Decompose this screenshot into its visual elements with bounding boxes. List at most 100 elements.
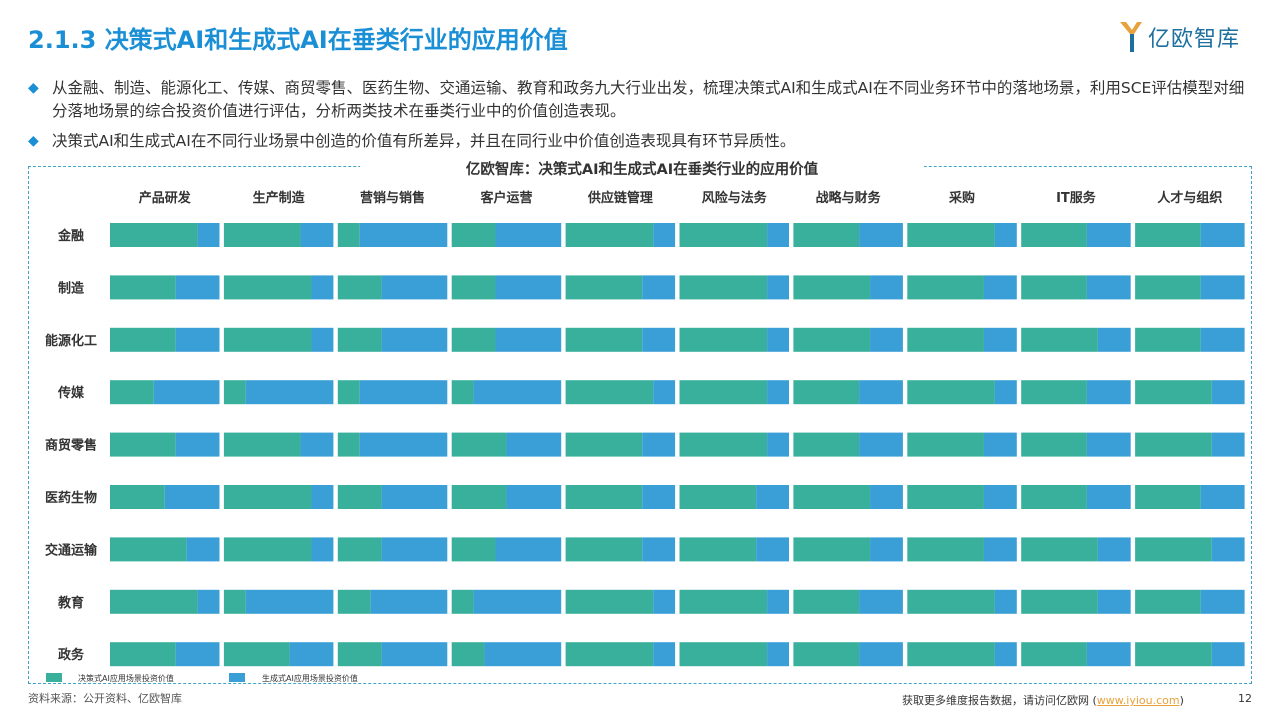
- bar-segment-decision: [451, 537, 496, 562]
- bar-segment-generative: [1086, 275, 1131, 300]
- bar-segment-decision: [1135, 223, 1201, 247]
- bar-segment-generative: [359, 432, 448, 457]
- bar-segment-decision: [337, 589, 371, 614]
- column-header-label: 营销与销售: [360, 190, 425, 206]
- bar-segment-generative: [767, 642, 789, 667]
- row-label: 教育: [57, 595, 84, 611]
- bar-segment-decision: [337, 223, 360, 247]
- bar-segment-generative: [197, 589, 220, 614]
- bar-segment-generative: [642, 485, 676, 509]
- bar-segment-decision: [565, 380, 654, 405]
- bar-segment-generative: [186, 537, 220, 562]
- bar-segment-decision: [679, 223, 768, 247]
- bar-segment-decision: [110, 275, 176, 300]
- bar-segment-decision: [451, 642, 485, 667]
- bullet-text: 决策式AI和生成式AI在不同行业场景中创造的价值有所差异，并且在同行业中价值创造…: [52, 132, 796, 150]
- bar-segment-generative: [653, 589, 676, 614]
- bar-segment-decision: [793, 642, 860, 667]
- bar-segment-generative: [642, 432, 676, 457]
- bar-segment-generative: [653, 642, 676, 667]
- bar-segment-decision: [565, 275, 643, 300]
- bar-segment-generative: [175, 642, 220, 667]
- bar-segment-generative: [767, 327, 789, 352]
- bar-segment-decision: [907, 642, 995, 667]
- bar-segment-generative: [381, 327, 448, 352]
- bar-segment-generative: [381, 275, 448, 300]
- legend-label-generative: 生成式AI应用场景投资价值: [262, 673, 358, 683]
- bar-segment-generative: [653, 380, 676, 405]
- column-header-label: 产品研发: [139, 190, 192, 206]
- bar-segment-decision: [907, 275, 984, 300]
- bar-segment-decision: [793, 223, 860, 247]
- bar-segment-decision: [223, 327, 312, 352]
- bar-segment-decision: [679, 642, 768, 667]
- bar-segment-decision: [337, 432, 360, 457]
- bar-segment-decision: [110, 327, 176, 352]
- bar-segment-generative: [1097, 537, 1131, 562]
- brand-logo-text: 亿欧智库: [1148, 27, 1241, 52]
- bar-segment-decision: [337, 642, 382, 667]
- bar-segment-decision: [793, 485, 871, 509]
- bar-segment-decision: [1135, 327, 1201, 352]
- bar-segment-decision: [223, 642, 290, 667]
- bar-segment-generative: [311, 537, 334, 562]
- bar-segment-decision: [110, 589, 198, 614]
- column-header-label: 战略与财务: [816, 190, 882, 206]
- bar-segment-decision: [793, 432, 860, 457]
- bar-segment-generative: [245, 380, 334, 405]
- bar-segment-generative: [311, 485, 334, 509]
- bar-segment-generative: [175, 275, 220, 300]
- bar-segment-decision: [907, 223, 995, 247]
- bar-segment-generative: [495, 327, 562, 352]
- bar-segment-generative: [175, 327, 220, 352]
- bar-segment-generative: [495, 223, 562, 247]
- bar-segment-generative: [153, 380, 220, 405]
- bar-segment-generative: [1097, 589, 1131, 614]
- bar-segment-decision: [1135, 642, 1212, 667]
- bar-segment-decision: [793, 537, 871, 562]
- bar-segment-decision: [679, 485, 757, 509]
- brand-logo-icon: [1120, 22, 1142, 52]
- row-label: 能源化工: [45, 333, 97, 349]
- bar-segment-decision: [679, 537, 757, 562]
- bar-segment-generative: [870, 275, 903, 300]
- bar-segment-decision: [451, 380, 474, 405]
- bar-segment-generative: [870, 485, 903, 509]
- bar-segment-decision: [337, 485, 382, 509]
- bar-segment-decision: [223, 485, 312, 509]
- bar-segment-generative: [506, 485, 562, 509]
- legend-swatch-decision: [46, 673, 62, 682]
- bar-segment-decision: [1021, 223, 1087, 247]
- chart-title: 亿欧智库：决策式AI和生成式AI在垂类行业的应用价值: [360, 158, 924, 179]
- legend-label-decision: 决策式AI应用场景投资价值: [78, 673, 174, 683]
- bar-segment-generative: [1211, 432, 1245, 457]
- bar-segment-generative: [175, 432, 220, 457]
- footer-link[interactable]: www.iyiou.com: [1096, 694, 1180, 707]
- bar-segment-generative: [1086, 223, 1131, 247]
- diamond-bullet-icon: ◆: [28, 80, 39, 96]
- bar-segment-decision: [907, 589, 995, 614]
- bullet-item: ◆ 从金融、制造、能源化工、传媒、商贸零售、医药生物、交通运输、教育和政务九大行…: [28, 77, 1256, 123]
- bar-segment-decision: [1135, 432, 1212, 457]
- bar-segment-decision: [223, 432, 301, 457]
- bar-segment-generative: [1097, 327, 1131, 352]
- bar-segment-generative: [495, 537, 562, 562]
- page-number: 12: [1238, 692, 1252, 705]
- bar-segment-decision: [565, 327, 643, 352]
- bar-segment-decision: [679, 275, 768, 300]
- bar-segment-decision: [337, 275, 382, 300]
- bar-segment-decision: [1021, 537, 1098, 562]
- bar-segment-decision: [451, 432, 507, 457]
- bar-segment-decision: [451, 327, 496, 352]
- bar-segment-generative: [994, 642, 1017, 667]
- bar-segment-decision: [110, 485, 165, 509]
- bar-segment-decision: [793, 275, 871, 300]
- bar-segment-generative: [1211, 380, 1245, 405]
- bar-segment-decision: [1135, 537, 1212, 562]
- bar-segment-generative: [359, 380, 448, 405]
- page-title: 2.1.3 决策式AI和生成式AI在垂类行业的应用价值: [28, 26, 568, 54]
- bar-segment-decision: [1021, 327, 1098, 352]
- bar-segment-decision: [1135, 485, 1201, 509]
- bar-segment-generative: [642, 327, 676, 352]
- bar-segment-decision: [110, 537, 187, 562]
